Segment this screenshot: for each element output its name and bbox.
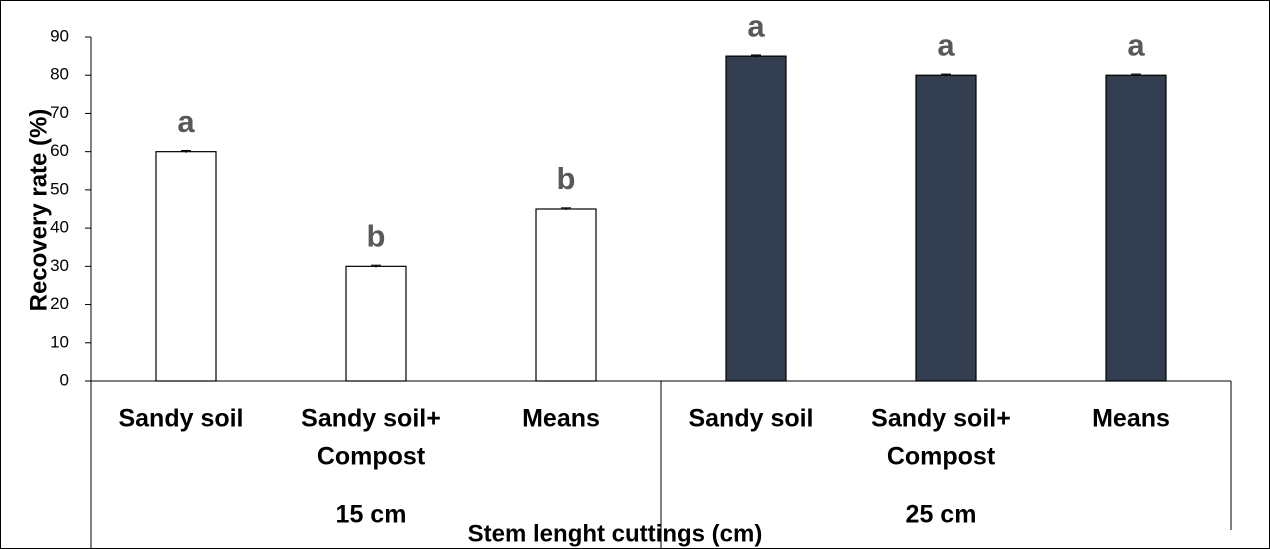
y-tick-label: 80 bbox=[50, 65, 69, 84]
y-tick-label: 40 bbox=[50, 218, 69, 237]
significance-letter: b bbox=[367, 219, 386, 254]
y-tick-label: 10 bbox=[50, 332, 69, 351]
y-tick-label: 50 bbox=[50, 179, 69, 198]
group-label: 15 cm bbox=[336, 501, 407, 529]
significance-letter: a bbox=[747, 8, 765, 43]
significance-letter: a bbox=[1127, 27, 1145, 62]
x-tick-label: Sandy soil+ bbox=[871, 405, 1011, 433]
significance-letter: a bbox=[177, 104, 195, 139]
x-tick-label: Sandy soil bbox=[118, 405, 243, 433]
x-tick-label: Means bbox=[522, 405, 600, 433]
y-axis-title: Recovery rate (%) bbox=[25, 109, 52, 312]
bar bbox=[345, 265, 407, 382]
bar bbox=[725, 55, 787, 382]
x-tick-label: Compost bbox=[317, 443, 426, 471]
bar bbox=[1105, 74, 1167, 382]
y-tick-label: 30 bbox=[50, 256, 69, 275]
significance-letter: a bbox=[937, 27, 955, 62]
bar bbox=[915, 74, 977, 382]
x-tick-label: Sandy soil bbox=[688, 405, 813, 433]
y-tick-label: 60 bbox=[50, 141, 69, 160]
bar bbox=[535, 208, 597, 382]
x-tick-label: Sandy soil+ bbox=[301, 405, 441, 433]
y-tick-label: 0 bbox=[60, 370, 69, 389]
x-axis-title: Stem lenght cuttings (cm) bbox=[468, 520, 763, 547]
x-tick-label: Means bbox=[1092, 405, 1170, 433]
y-tick-label: 90 bbox=[50, 26, 69, 45]
y-tick-label: 70 bbox=[50, 103, 69, 122]
x-tick-label: Compost bbox=[887, 443, 996, 471]
y-tick-label: 20 bbox=[50, 294, 69, 313]
group-label: 25 cm bbox=[906, 501, 977, 529]
significance-letter: b bbox=[557, 161, 576, 196]
bar bbox=[155, 151, 217, 382]
